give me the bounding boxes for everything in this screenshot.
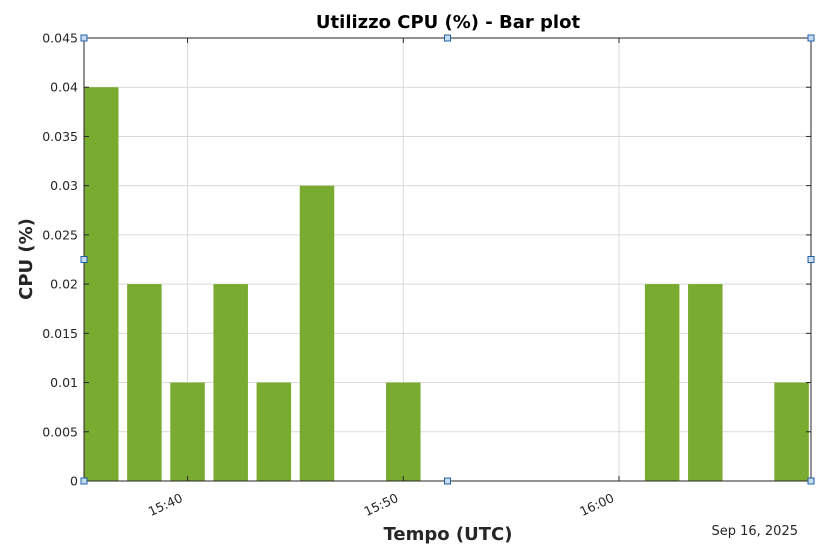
y-axis-ticks: 0 0.005 0.01 0.015 0.02 0.025 0.03 0.035 0.04 0.0… (42, 31, 811, 489)
y-tick-label: 0.02 (50, 277, 78, 292)
selection-handles[interactable] (80, 34, 815, 485)
resize-handle[interactable] (444, 477, 451, 485)
resize-handle[interactable] (80, 256, 88, 263)
resize-handle[interactable] (807, 34, 815, 42)
y-tick-label: 0.045 (42, 31, 78, 46)
y-tick-label: 0.03 (50, 178, 78, 193)
bar-1602 (644, 284, 680, 481)
bar-1536 (84, 87, 119, 481)
y-tick-label: 0 (70, 474, 78, 489)
y-tick-label: 0.005 (42, 424, 78, 439)
bar-1608 (774, 382, 809, 481)
x-axis-label: Tempo (UTC) (384, 524, 513, 545)
resize-handle[interactable] (444, 34, 451, 42)
y-tick-label: 0.035 (42, 129, 78, 144)
resize-handle[interactable] (80, 34, 88, 42)
bar-1546 (299, 185, 335, 481)
resize-handle[interactable] (807, 256, 815, 263)
bars (84, 87, 809, 481)
y-tick-label: 0.04 (50, 80, 78, 95)
bar-1550 (386, 382, 421, 481)
y-axis-label: CPU (%) (16, 218, 37, 300)
bar-1604 (688, 284, 723, 481)
date-label: Sep 16, 2025 (711, 524, 798, 539)
resize-handle[interactable] (80, 477, 88, 485)
bar-1542 (213, 284, 248, 481)
resize-handle[interactable] (807, 477, 815, 485)
bar-1544 (256, 382, 292, 481)
y-tick-label: 0.01 (50, 375, 78, 390)
bar-1540 (170, 382, 205, 481)
bar-1538 (127, 284, 162, 481)
y-tick-label: 0.025 (42, 227, 78, 242)
y-tick-label: 0.015 (42, 326, 78, 341)
chart-title: Utilizzo CPU (%) - Bar plot (316, 12, 581, 33)
